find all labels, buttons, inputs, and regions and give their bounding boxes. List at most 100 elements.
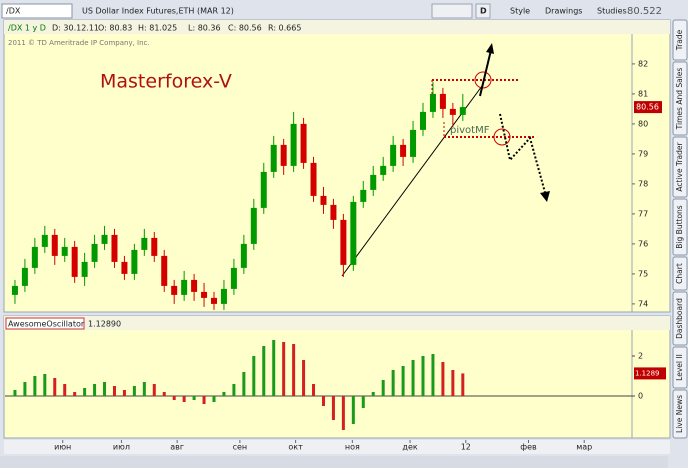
candle-body — [410, 129, 417, 157]
oscillator-bar — [13, 390, 17, 396]
candle-body — [320, 195, 327, 205]
sidebar-tab-label[interactable]: Times And Sales — [675, 68, 684, 131]
sidebar-tab-label[interactable]: Big Buttons — [675, 205, 684, 248]
y-tick-label: 82 — [638, 59, 648, 68]
y-tick-label: 80 — [638, 119, 648, 128]
sidebar-tab[interactable] — [672, 291, 688, 346]
tool-buttons[interactable] — [431, 3, 473, 19]
drawings-button[interactable]: Drawings — [545, 7, 582, 16]
oscillator-bar — [212, 396, 216, 402]
candle-body — [360, 189, 367, 202]
x-tick-label: ноя — [345, 443, 360, 452]
period-button[interactable] — [475, 3, 491, 19]
last-price: 80.522 — [627, 6, 662, 17]
candle-body — [270, 144, 277, 172]
pivot-circle — [493, 128, 511, 146]
y-tick-label: 0 — [638, 392, 643, 401]
trend-line — [341, 85, 483, 277]
candle-body — [171, 285, 178, 295]
osc-name-box — [5, 317, 85, 330]
sidebar-tab[interactable] — [672, 61, 688, 136]
x-tick-label: авг — [170, 443, 184, 452]
y-tick-label: 2 — [638, 352, 643, 361]
sidebar-tab[interactable] — [672, 389, 688, 439]
sidebar-tab-label[interactable]: Dashboard — [675, 298, 684, 339]
price-panel — [3, 19, 671, 313]
candle-body — [260, 171, 267, 208]
candle-body — [370, 174, 377, 190]
info-date: D: 30.12.11 — [52, 24, 99, 33]
candle-body — [280, 144, 287, 166]
last-value-label: 1.1289 — [635, 369, 660, 377]
oscillator-bar — [23, 382, 27, 396]
candle-body — [449, 108, 456, 115]
oscillator-bar — [292, 344, 296, 396]
studies-button[interactable]: Studies — [597, 7, 627, 16]
sidebar-tab[interactable] — [672, 19, 688, 61]
info-bar — [4, 20, 670, 34]
oscillator-bar — [451, 370, 455, 396]
style-button[interactable]: Style — [510, 7, 530, 16]
sidebar-tab-label[interactable]: Level II — [675, 354, 684, 381]
symbol-box[interactable] — [1, 3, 73, 19]
sidebar-tab[interactable] — [672, 136, 688, 198]
y-tick-label: 79 — [638, 149, 648, 158]
oscillator-bar — [222, 392, 226, 396]
oscillator-bar — [461, 373, 465, 396]
candle-body — [91, 243, 98, 262]
sidebar: Trade Times And Sales Active Trader Big But… — [672, 19, 688, 439]
candle-body — [400, 144, 407, 157]
x-tick-label: 12 — [461, 443, 471, 452]
oscillator-bar — [331, 396, 335, 420]
description: US Dollar Index Futures,ETH (MAR 12) — [82, 7, 234, 16]
oscillator-bar — [162, 392, 166, 396]
oscillator-bar — [381, 380, 385, 396]
down-arrow — [499, 113, 547, 197]
info-name: /DX 1 y D — [8, 24, 46, 33]
oscillator-bar — [242, 372, 246, 396]
info-range: R: 0.665 — [268, 24, 301, 33]
oscillator-bar — [282, 342, 286, 396]
candle-body — [390, 144, 397, 166]
candle-body — [211, 297, 217, 304]
y-tick-label: 75 — [638, 269, 648, 278]
last-price-box — [634, 101, 662, 114]
oscillator-bar — [33, 376, 37, 396]
up-arrow — [479, 49, 492, 97]
x-tick-label: июн — [54, 443, 71, 452]
oscillator-bar — [192, 396, 196, 400]
sidebar-tab-label[interactable]: Live News — [675, 395, 684, 433]
oscillator-bar — [93, 384, 97, 396]
oscillator-bar — [252, 356, 256, 396]
candle-body — [350, 201, 357, 265]
oscillator-bar — [411, 360, 415, 396]
x-tick-label: июл — [113, 443, 130, 452]
sidebar-tab[interactable] — [672, 198, 688, 256]
candle-body — [230, 267, 237, 289]
y-tick-label: 74 — [638, 299, 648, 308]
oscillator-bar — [132, 386, 136, 396]
candle-body — [290, 123, 297, 166]
candle-body — [31, 246, 38, 268]
sidebar-tab-label[interactable]: Active Trader — [675, 141, 684, 191]
candle-body — [141, 237, 148, 250]
oscillator-bar — [182, 396, 186, 402]
sidebar-tab-label[interactable]: Trade — [675, 29, 684, 51]
oscillator-header — [4, 316, 670, 330]
oscillator-bar — [53, 378, 57, 396]
candle-body — [121, 261, 128, 274]
oscillator-bar — [63, 384, 67, 396]
candle-body — [439, 93, 446, 109]
pivot-label: pivotMF — [450, 125, 490, 136]
oscillator-bar — [112, 386, 116, 396]
oscillator-bar — [371, 392, 375, 396]
candle-body — [191, 279, 198, 292]
sidebar-tab[interactable] — [672, 256, 688, 291]
up-arrow-head — [486, 43, 494, 54]
sidebar-tab-label[interactable]: Chart — [675, 263, 684, 284]
candle-body — [250, 207, 257, 244]
sidebar-tab[interactable] — [672, 346, 688, 389]
candle-body — [131, 249, 138, 274]
osc-name: AwesomeOscillator — [8, 320, 85, 329]
